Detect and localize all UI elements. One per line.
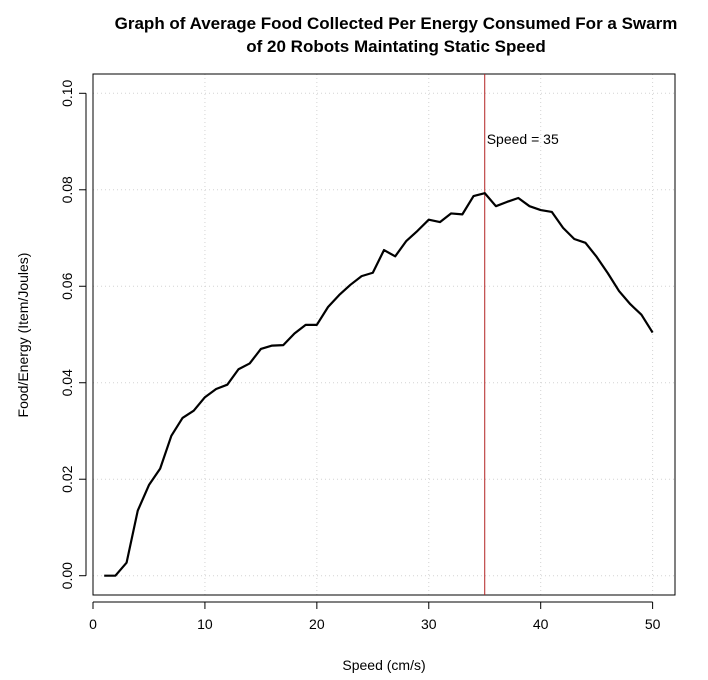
x-axis-label: Speed (cm/s) bbox=[342, 657, 425, 673]
chart-title: Graph of Average Food Collected Per Ener… bbox=[115, 14, 678, 33]
x-tick-label-2: 20 bbox=[309, 616, 325, 632]
grid-lines bbox=[92, 74, 675, 595]
x-tick-label-4: 40 bbox=[533, 616, 549, 632]
x-tick-label-3: 30 bbox=[421, 616, 437, 632]
chart-subtitle: of 20 Robots Maintating Static Speed bbox=[246, 37, 545, 56]
y-tick-label-2: 0.04 bbox=[59, 369, 75, 396]
speed-annotation: Speed = 35 bbox=[487, 131, 559, 147]
x-axis: 0 10 20 30 40 50 bbox=[89, 601, 661, 632]
y-axis-label: Food/Energy (Item/Joules) bbox=[15, 253, 31, 418]
x-tick-label-0: 0 bbox=[89, 616, 97, 632]
plot-frame bbox=[92, 73, 676, 596]
y-axis: 0.00 0.02 0.04 0.06 0.08 0.10 bbox=[59, 79, 87, 589]
x-tick-label-1: 10 bbox=[197, 616, 213, 632]
x-tick-label-5: 50 bbox=[645, 616, 661, 632]
y-tick-label-0: 0.00 bbox=[59, 562, 75, 589]
y-tick-label-4: 0.08 bbox=[59, 176, 75, 203]
data-series-line bbox=[104, 192, 654, 577]
y-tick-label-5: 0.10 bbox=[59, 79, 75, 106]
y-tick-label-3: 0.06 bbox=[59, 272, 75, 299]
y-tick-label-1: 0.02 bbox=[59, 465, 75, 492]
